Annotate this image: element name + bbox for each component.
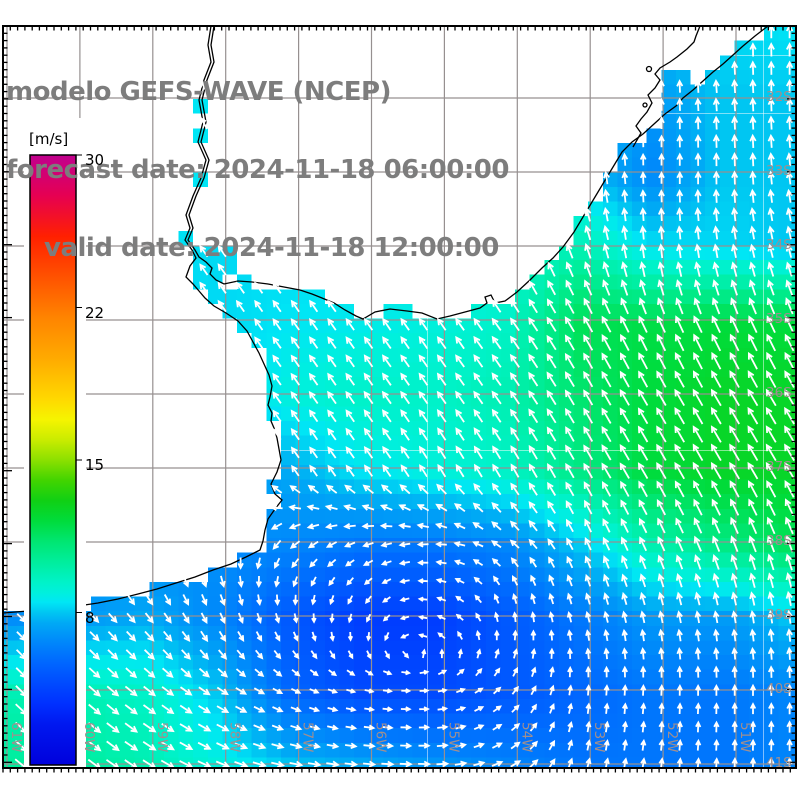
colorbar-tick-marks [76,154,82,613]
colorbar [29,154,77,766]
colorbar-tick-22: 22 [85,304,105,322]
colorbar-tick-30: 30 [85,151,105,169]
svg-text:38S: 38S [766,533,792,549]
svg-text:58W: 58W [227,722,243,753]
svg-text:41S: 41S [766,755,792,771]
map-frame [2,25,797,769]
svg-text:32S: 32S [766,89,792,105]
axis-ticks [2,25,796,773]
svg-text:61W: 61W [8,722,24,753]
svg-text:35S: 35S [766,311,792,327]
svg-text:59W: 59W [154,722,170,753]
wind-direction-arrows [14,26,795,768]
svg-text:39S: 39S [766,607,792,623]
svg-text:36S: 36S [766,385,792,401]
svg-text:53W: 53W [591,722,607,753]
svg-text:34S: 34S [766,237,792,253]
svg-text:56W: 56W [373,722,389,753]
svg-text:57W: 57W [300,722,316,753]
model-title: modelo GEFS-WAVE (NCEP) [6,77,391,107]
forecast-date: forecast date: 2024-11-18 06:00:00 [6,155,509,185]
svg-text:37S: 37S [766,459,792,475]
svg-text:40S: 40S [766,681,792,697]
svg-text:33S: 33S [766,163,792,179]
svg-text:52W: 52W [664,722,680,753]
colorbar-tick-8: 8 [85,609,95,627]
svg-text:51W: 51W [737,722,753,753]
colorbar-tick-15: 15 [85,456,105,474]
plot-title-block: modelo GEFS-WAVE (NCEP) forecast date: 2… [6,27,509,313]
svg-text:54W: 54W [518,722,534,753]
valid-date: valid date: 2024-11-18 12:00:00 [44,233,499,263]
graticule-labels: 32S 33S 34S 35S 36S 37S 38S 39S 40S 41S 61W 60W 59W 5… [8,89,792,771]
svg-text:60W: 60W [81,722,97,753]
colorbar-unit-label: [m/s] [29,130,69,148]
svg-text:55W: 55W [445,722,461,753]
